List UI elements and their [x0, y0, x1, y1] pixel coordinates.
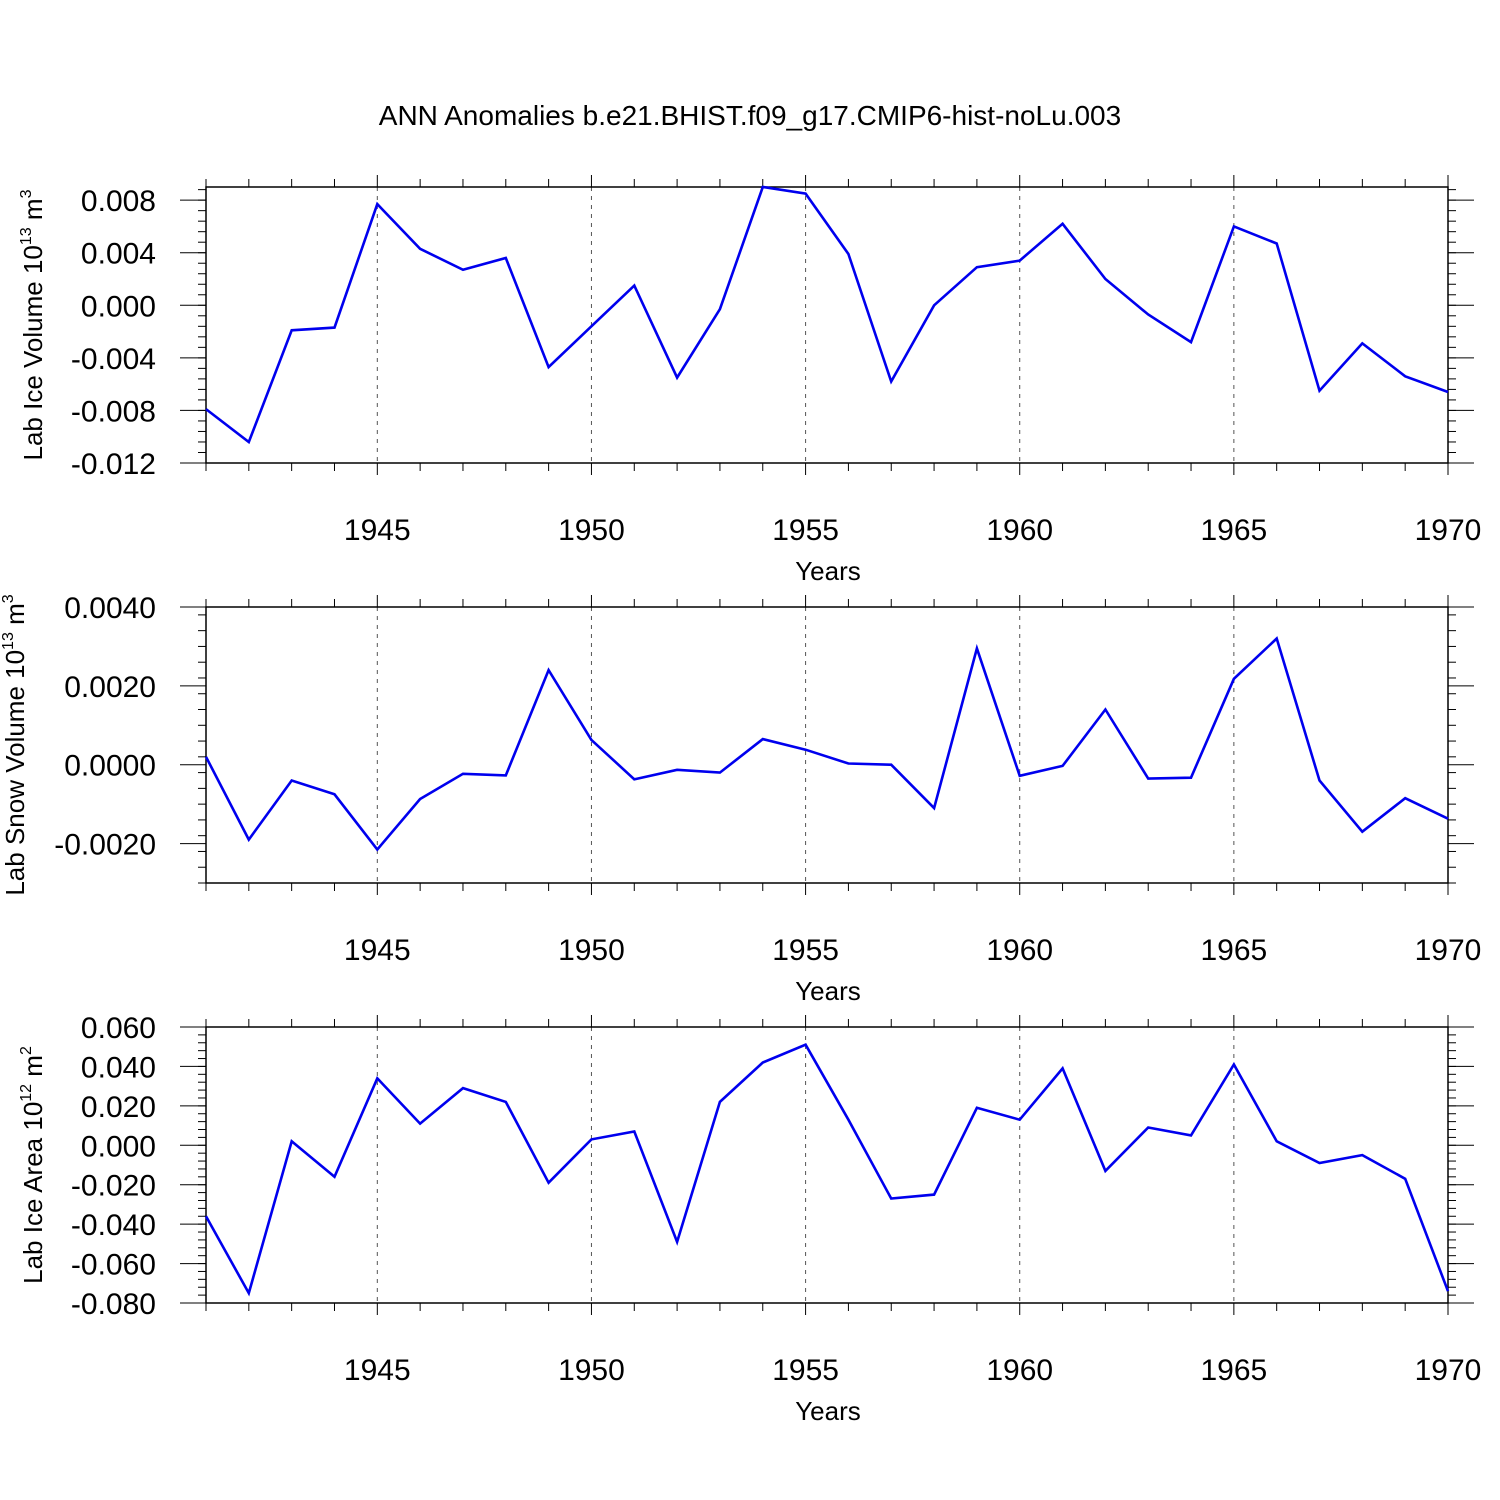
x-tick-label: 1955 — [772, 514, 839, 547]
x-tick-label: 1965 — [1200, 514, 1267, 547]
y-axis-label: Lab Ice Area 1012 m2 — [18, 1046, 48, 1284]
y-axis-label-unit: m — [0, 603, 30, 632]
y-axis-label: Lab Ice Volume 1013 m3 — [18, 189, 48, 460]
x-tick-label: 1945 — [344, 514, 411, 547]
y-axis-label-unit-exponent: 2 — [18, 1046, 35, 1055]
y-tick-label: -0.0020 — [54, 829, 156, 862]
x-tick-label: 1965 — [1200, 934, 1267, 967]
x-tick-label: 1945 — [344, 1354, 411, 1387]
y-axis-label-exponent: 13 — [18, 227, 35, 245]
plot-frame — [205, 1026, 1449, 1304]
y-axis-label-text: Lab Snow Volume 10 — [0, 650, 30, 896]
y-axis-label-text: Lab Ice Area 10 — [18, 1102, 48, 1284]
y-tick-label: 0.000 — [81, 290, 156, 323]
x-tick-label: 1960 — [986, 514, 1053, 547]
x-tick-label: 1950 — [558, 514, 625, 547]
x-tick-label: 1960 — [986, 934, 1053, 967]
y-tick-label: 0.0020 — [64, 671, 156, 704]
y-tick-label: -0.004 — [71, 343, 156, 376]
x-tick-label: 1965 — [1200, 1354, 1267, 1387]
y-tick-label: -0.012 — [71, 448, 156, 481]
x-tick-label: 1955 — [772, 934, 839, 967]
x-axis-label: Years — [795, 976, 861, 1006]
x-tick-label: 1970 — [1415, 934, 1482, 967]
series-line — [204, 636, 1449, 852]
y-tick-label: -0.060 — [71, 1249, 156, 1282]
y-tick-label: 0.0000 — [64, 750, 156, 783]
y-axis-label-exponent: 12 — [18, 1084, 35, 1102]
x-tick-label: 1970 — [1415, 1354, 1482, 1387]
x-axis-label: Years — [795, 556, 861, 586]
y-tick-label: -0.040 — [71, 1209, 156, 1242]
y-tick-label: 0.004 — [81, 238, 156, 271]
ice-area-panel: -0.080 -0.060 -0.040 -0.020 0.000 0.020 0.040 0… — [18, 1012, 1481, 1426]
y-axis-label-unit-exponent: 3 — [18, 189, 35, 198]
ice-volume-panel: -0.012 -0.008 -0.004 0.000 0.004 0.008 1945 195… — [18, 175, 1481, 586]
y-tick-label: -0.080 — [71, 1288, 156, 1321]
snow-volume-panel: -0.0020 0.0000 0.0020 0.0040 1945 1950 1955 196… — [0, 592, 1481, 1006]
x-tick-label: 1960 — [986, 1354, 1053, 1387]
y-tick-label: 0.000 — [81, 1130, 156, 1163]
y-tick-label: -0.020 — [71, 1170, 156, 1203]
series-line — [204, 1043, 1450, 1297]
y-tick-label: 0.040 — [81, 1051, 156, 1084]
x-tick-label: 1970 — [1415, 514, 1482, 547]
y-axis-label: Lab Snow Volume 1013 m3 — [0, 594, 30, 895]
y-tick-label: 0.008 — [81, 185, 156, 218]
y-tick-label: 0.0040 — [64, 592, 156, 625]
plot-frame — [205, 606, 1449, 884]
y-axis-label-unit-exponent: 3 — [0, 594, 17, 603]
y-axis-label-unit: m — [18, 1055, 48, 1084]
y-axis-label-text: Lab Ice Volume 10 — [18, 245, 48, 460]
y-tick-label: -0.008 — [71, 395, 156, 428]
plot-frame — [205, 186, 1449, 464]
x-axis-label: Years — [795, 1396, 861, 1426]
x-tick-label: 1945 — [344, 934, 411, 967]
figure-title: ANN Anomalies b.e21.BHIST.f09_g17.CMIP6-… — [379, 100, 1121, 131]
x-tick-label: 1950 — [558, 1354, 625, 1387]
y-axis-label-unit: m — [18, 198, 48, 227]
series-line — [205, 185, 1449, 445]
y-axis-label-exponent: 13 — [0, 632, 17, 650]
x-tick-label: 1955 — [772, 1354, 839, 1387]
y-tick-label: 0.060 — [81, 1012, 156, 1045]
y-tick-label: 0.020 — [81, 1091, 156, 1124]
x-tick-label: 1950 — [558, 934, 625, 967]
